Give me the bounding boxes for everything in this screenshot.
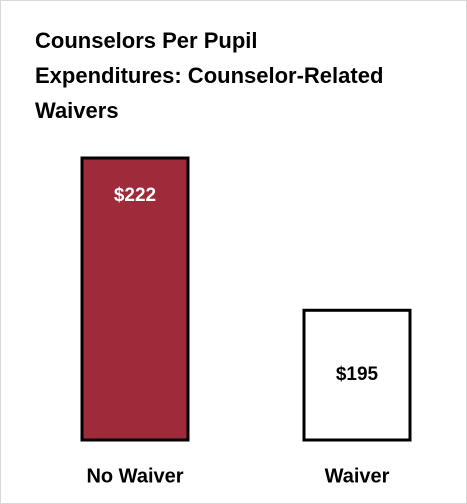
bar bbox=[302, 308, 412, 442]
x-tick-label: Waiver bbox=[325, 465, 390, 487]
bar bbox=[80, 156, 190, 442]
value-label: $222 bbox=[114, 185, 156, 206]
value-label: $195 bbox=[336, 364, 379, 385]
chart-title: Counselors Per Pupil Expenditures: Couns… bbox=[35, 28, 384, 123]
x-tick-label: No Waiver bbox=[86, 465, 183, 487]
